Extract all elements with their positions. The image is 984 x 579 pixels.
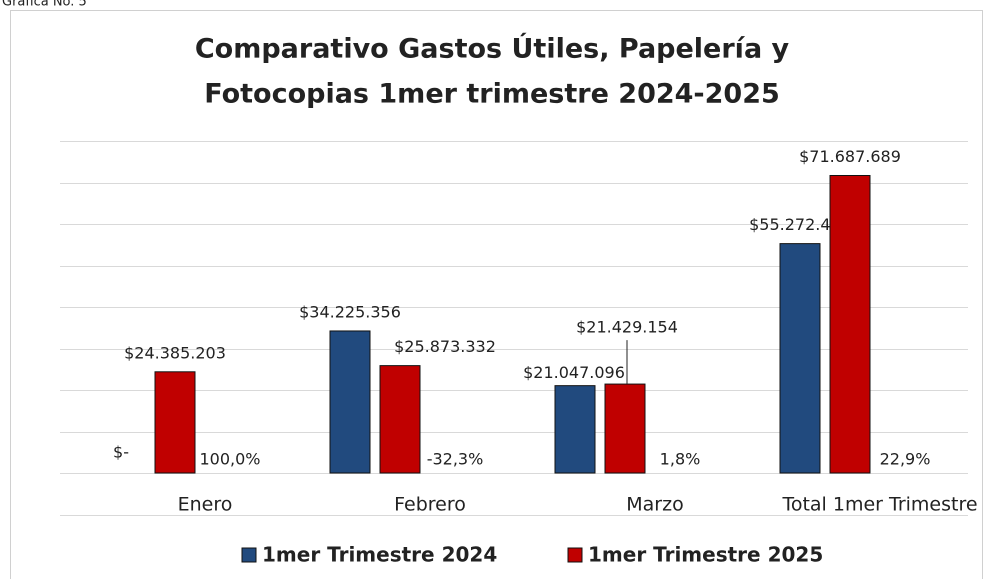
- change-label: -32,3%: [427, 450, 484, 469]
- legend-swatch: [241, 547, 257, 563]
- caption: Gráfica No. 5: [2, 0, 87, 10]
- bar: [779, 243, 821, 474]
- bar: [604, 383, 646, 474]
- bar: [329, 330, 371, 474]
- legend-label: 1mer Trimestre 2025: [588, 543, 823, 567]
- x-tick-label: Marzo: [626, 494, 683, 516]
- bar: [829, 174, 871, 474]
- change-label: 1,8%: [660, 450, 701, 469]
- x-tick-label: Enero: [178, 494, 233, 516]
- chart-title: Comparativo Gastos Útiles, Papelería y: [195, 33, 790, 65]
- bar: [154, 371, 196, 474]
- bar: [379, 365, 421, 474]
- data-label: $34.225.356: [299, 302, 401, 321]
- data-label: $21.047.096: [523, 363, 625, 382]
- legend-label: 1mer Trimestre 2024: [262, 543, 497, 567]
- legend-swatch: [567, 547, 583, 563]
- chart-title: Fotocopias 1mer trimestre 2024-2025: [204, 79, 780, 110]
- x-tick-label: Total 1mer Trimestre: [781, 494, 977, 516]
- change-label: 22,9%: [880, 450, 931, 469]
- data-label: $71.687.689: [799, 147, 901, 166]
- data-label: $24.385.203: [124, 343, 226, 362]
- data-label: $21.429.154: [576, 318, 678, 337]
- data-label: $25.873.332: [394, 337, 496, 356]
- bar: [554, 385, 596, 474]
- data-label: $-: [113, 443, 129, 462]
- change-label: 100,0%: [199, 450, 260, 469]
- x-tick-label: Febrero: [394, 494, 466, 516]
- data-label: $55.272.452: [749, 215, 851, 234]
